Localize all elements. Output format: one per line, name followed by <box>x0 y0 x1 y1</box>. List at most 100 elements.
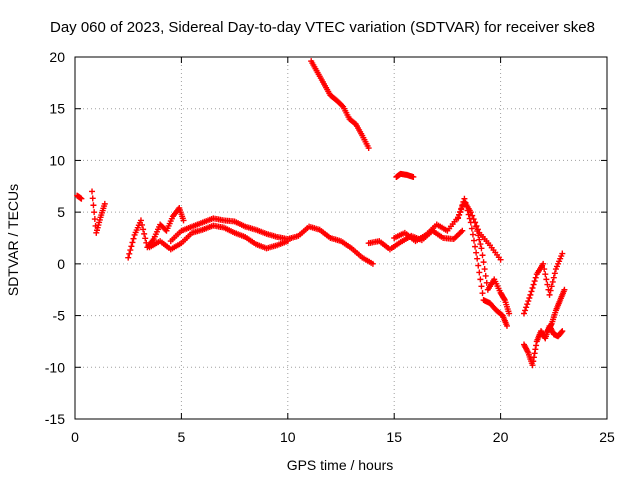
data-point <box>526 294 533 301</box>
data-point <box>357 253 364 260</box>
data-point <box>548 283 555 290</box>
y-tick-label: 15 <box>49 101 65 117</box>
data-point <box>461 195 468 202</box>
data-point <box>546 291 553 298</box>
data-point <box>179 215 186 222</box>
data-point <box>491 304 498 311</box>
data-point <box>240 233 247 240</box>
data-point <box>464 207 471 214</box>
data-point <box>530 281 537 288</box>
data-point <box>550 274 557 281</box>
data-point <box>528 288 535 295</box>
data-point <box>547 322 554 329</box>
data-point <box>542 271 549 278</box>
data-point <box>471 237 477 244</box>
data-point <box>197 220 204 227</box>
data-point <box>462 199 469 206</box>
data-point <box>497 310 504 317</box>
data-point <box>350 119 357 126</box>
data-point <box>475 232 482 239</box>
data-point <box>346 244 353 251</box>
data-point <box>521 310 528 317</box>
data-point <box>457 229 464 236</box>
data-point <box>139 221 146 228</box>
data-point <box>477 276 484 283</box>
data-point <box>552 309 559 316</box>
data-point <box>482 272 489 279</box>
data-point <box>197 227 204 234</box>
data-point <box>283 238 290 245</box>
series-arc-f <box>365 227 466 253</box>
data-point <box>500 294 507 301</box>
data-point <box>473 223 480 230</box>
data-point <box>331 95 338 102</box>
series-arc-b <box>89 188 108 236</box>
data-point <box>505 308 512 315</box>
data-point <box>141 230 148 237</box>
data-point <box>469 231 476 238</box>
data-point <box>476 236 483 243</box>
data-point <box>474 255 481 262</box>
data-point <box>539 262 546 269</box>
data-point <box>409 173 416 180</box>
data-point <box>438 233 445 240</box>
data-point <box>319 78 326 85</box>
data-point <box>479 290 486 297</box>
data-point <box>458 205 465 212</box>
data-point <box>558 328 565 335</box>
x-tick-label: 5 <box>178 429 186 445</box>
data-point <box>522 307 529 314</box>
data-point <box>168 215 175 222</box>
data-point <box>463 203 470 210</box>
data-point <box>125 254 132 261</box>
series-arc-e <box>146 222 291 253</box>
y-tick-label: -15 <box>45 411 65 427</box>
data-point <box>304 225 311 232</box>
data-point <box>533 342 540 349</box>
data-point <box>251 226 258 233</box>
data-point <box>240 222 247 229</box>
data-point <box>547 323 554 330</box>
x-tick-label: 20 <box>493 429 509 445</box>
y-tick-label: 0 <box>57 256 65 272</box>
data-point <box>531 278 538 285</box>
data-point <box>477 241 484 248</box>
data-point <box>176 229 183 236</box>
data-point <box>549 278 556 285</box>
data-point <box>544 281 551 288</box>
series-arc-j <box>308 58 372 152</box>
data-point <box>465 211 472 218</box>
data-point <box>472 243 479 250</box>
data-point <box>261 230 268 237</box>
series-arc-k <box>393 170 417 180</box>
data-point <box>128 243 135 250</box>
data-point <box>89 188 96 195</box>
data-point <box>468 225 475 232</box>
data-point <box>421 232 428 239</box>
data-point <box>442 226 449 233</box>
data-point <box>472 219 479 226</box>
data-point <box>455 215 462 222</box>
y-tick-label: -5 <box>53 308 66 324</box>
data-point <box>531 350 538 357</box>
y-tick-label: -10 <box>45 359 65 375</box>
data-point <box>479 252 486 259</box>
data-point <box>532 346 539 353</box>
data-point <box>325 233 332 240</box>
y-tick-label: 10 <box>49 152 65 168</box>
y-axis-label: SDTVAR / TECUs <box>5 184 21 296</box>
data-point <box>473 249 480 256</box>
data-point <box>229 218 236 225</box>
x-axis-label: GPS time / hours <box>287 457 394 473</box>
data-point <box>89 195 96 202</box>
data-point <box>130 235 137 242</box>
data-point <box>558 253 565 260</box>
data-point <box>481 266 488 273</box>
data-point <box>501 295 508 302</box>
series-arc-m <box>521 250 566 317</box>
x-tick-label: 0 <box>71 429 79 445</box>
data-point <box>127 247 134 254</box>
data-point <box>358 130 365 137</box>
plot-frame <box>74 56 608 420</box>
